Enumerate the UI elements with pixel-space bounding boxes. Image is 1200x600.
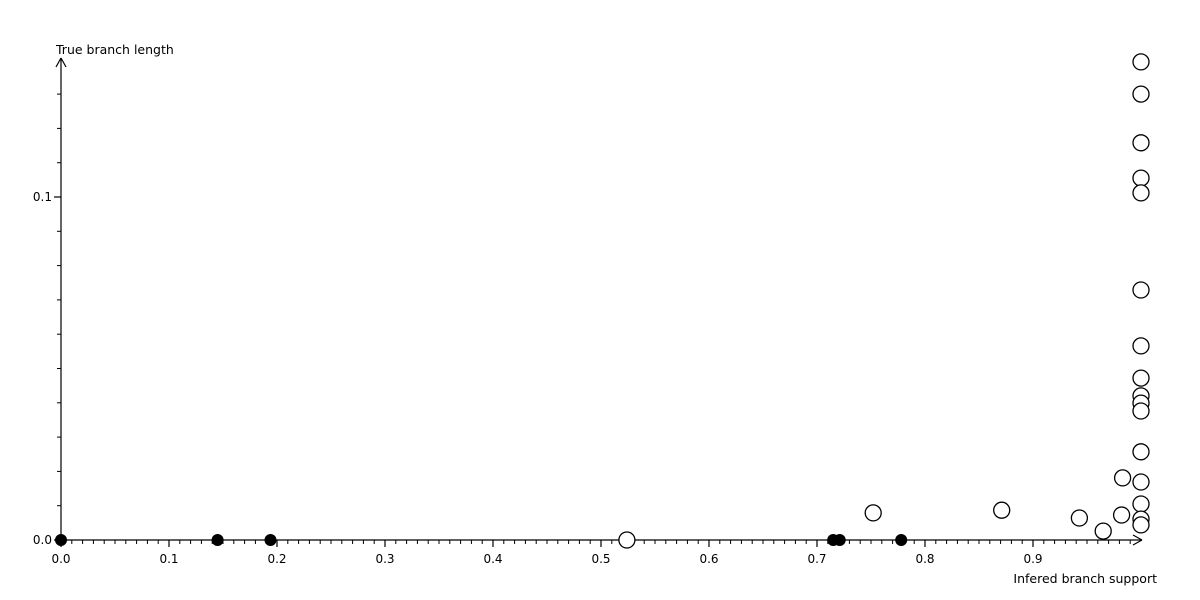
x-tick-label: 0.5 — [591, 552, 610, 566]
data-points — [55, 53, 1150, 549]
x-tick-label: 0.9 — [1023, 552, 1042, 566]
y-tick-label: 0.0 — [33, 533, 52, 547]
y-axis-tick-labels: 0.0 0.1 — [33, 190, 52, 547]
data-point-filled — [55, 534, 67, 546]
y-tick-label: 0.1 — [33, 190, 52, 204]
data-point-filled — [895, 534, 908, 546]
x-axis-arrow-icon — [1132, 534, 1143, 546]
data-point-open — [1094, 522, 1112, 540]
data-point-open — [1070, 509, 1089, 527]
data-point-open — [1132, 134, 1150, 152]
data-point-open — [1132, 369, 1150, 387]
data-point-open — [1132, 53, 1150, 71]
data-point-open — [1132, 169, 1150, 187]
x-tick-label: 0.7 — [807, 552, 826, 566]
y-axis-arrow-icon — [55, 57, 67, 68]
data-point-open — [1132, 473, 1150, 491]
x-tick-label: 0.0 — [51, 552, 70, 566]
data-point-open — [1132, 516, 1150, 534]
data-point-open — [1132, 337, 1150, 355]
x-axis-ticks — [60, 540, 1131, 547]
data-point-open — [1132, 443, 1150, 461]
x-axis-title: Infered branch support — [1013, 571, 1157, 586]
data-point-open — [1132, 281, 1150, 299]
data-point-open — [993, 501, 1011, 519]
data-point-open — [618, 531, 636, 549]
data-point-open — [1132, 402, 1150, 420]
data-point-open — [864, 504, 882, 522]
x-tick-label: 0.2 — [267, 552, 286, 566]
x-tick-label: 0.3 — [375, 552, 394, 566]
data-point-open — [1112, 506, 1131, 524]
data-point-filled — [264, 534, 277, 546]
x-tick-label: 0.6 — [699, 552, 718, 566]
data-point-open — [1132, 184, 1150, 202]
data-point-open — [1132, 495, 1150, 513]
data-point-filled — [833, 534, 846, 546]
y-axis-ticks — [54, 93, 61, 541]
x-tick-label: 0.4 — [483, 552, 502, 566]
data-point-filled — [211, 534, 224, 546]
x-axis-tick-labels: 0.0 0.1 0.2 0.3 0.4 0.5 0.6 0.7 0.8 0.9 — [51, 552, 1042, 566]
data-point-open — [1113, 469, 1132, 487]
y-axis-title: True branch length — [55, 42, 174, 57]
x-tick-label: 0.8 — [915, 552, 934, 566]
data-point-open — [1132, 85, 1150, 103]
x-tick-label: 0.1 — [159, 552, 178, 566]
